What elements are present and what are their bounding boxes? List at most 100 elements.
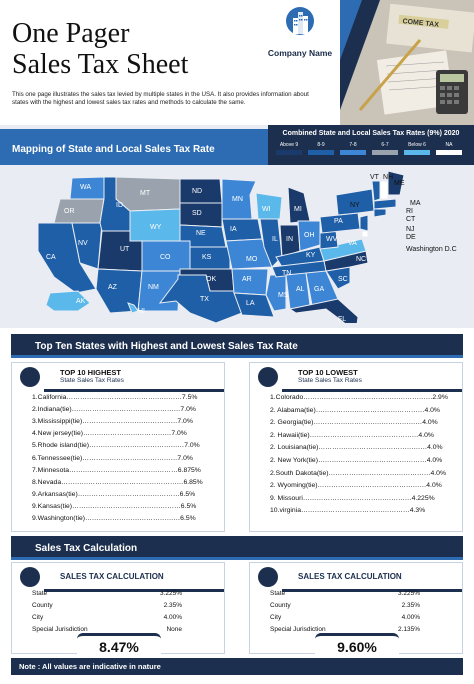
- map-label: OH: [304, 232, 315, 239]
- state-hi: [127, 302, 139, 314]
- map-label: CO: [160, 254, 171, 261]
- list-item: 2. Louisiana(tie)…………………………………………4.0%: [270, 444, 443, 452]
- map-label: IA: [230, 226, 237, 233]
- company-name: Company Name: [267, 48, 333, 58]
- state-mn: [221, 178, 257, 220]
- calc-card-right: SALES TAX CALCULATION State 3.225% County 2…: [249, 562, 463, 657]
- legend-label: NA: [445, 142, 453, 148]
- lowest-title: TOP 10 LOWEST: [298, 368, 358, 377]
- map-label: NH: [383, 174, 393, 181]
- calc-card-head: SALES TAX CALCULATION: [12, 563, 224, 593]
- page-title: One Pager Sales Tax Sheet: [12, 18, 188, 80]
- list-item: 2.South Dakota(tie)………………………………………4.0%: [270, 469, 447, 477]
- buildings-icon: [286, 7, 314, 35]
- calc-row: State 3.225%: [32, 590, 182, 597]
- calculator-icon: [258, 567, 278, 587]
- map-label: WY: [150, 224, 162, 231]
- legend-item: Below 6: [404, 142, 430, 155]
- map-label: SD: [192, 210, 202, 217]
- legend-item: Above 9: [276, 142, 302, 155]
- calc-row-value: 4.00%: [163, 614, 182, 621]
- header: One Pager Sales Tax Sheet This one page …: [0, 0, 474, 125]
- map-label: NE: [196, 230, 206, 237]
- calc-row: County 2.35%: [270, 602, 420, 609]
- list-item: 2. Wyoming(tie)…………………………………………4.0%: [270, 482, 442, 490]
- calc-row-value: 3.225%: [397, 590, 420, 597]
- state-ak: [45, 290, 91, 312]
- highest-title: TOP 10 HIGHEST: [60, 368, 121, 377]
- map-label: MT: [140, 190, 151, 197]
- map-label: HI: [138, 308, 145, 315]
- map-label: AR: [242, 276, 252, 283]
- calc-section-bar: Sales Tax Calculation: [11, 536, 463, 560]
- calc-row: City 4.00%: [270, 614, 420, 621]
- calc-row-label: County: [32, 602, 53, 609]
- map-label: DE: [406, 234, 416, 241]
- map-label: NM: [148, 284, 159, 291]
- calc-row-label: State: [32, 590, 48, 597]
- map-section-title: Mapping of State and Local Sales Tax Rat…: [12, 144, 215, 155]
- calc-row-value: 3.225%: [159, 590, 182, 597]
- state-de: [361, 230, 369, 238]
- map-label: NJ: [406, 226, 415, 233]
- legend-swatch: [404, 150, 430, 155]
- map-section: Mapping of State and Local Sales Tax Rat…: [0, 125, 474, 328]
- map-label: UT: [120, 246, 130, 253]
- state-vt: [371, 180, 381, 202]
- state-me: [387, 171, 405, 196]
- state-mi: [287, 186, 311, 224]
- map-label: OK: [206, 276, 216, 283]
- result-tab: [315, 633, 399, 657]
- list-item: 2. Georgia(tie)…………………………………………4.0%: [270, 419, 438, 427]
- state-tx: [158, 274, 243, 323]
- card-head-line: [44, 589, 224, 592]
- tag-icon: [20, 367, 40, 387]
- map-label: FL: [338, 316, 346, 323]
- legend-swatch: [436, 150, 462, 155]
- calc-left-title: SALES TAX CALCULATION: [60, 572, 164, 581]
- map-label: SC: [338, 276, 348, 283]
- legend-label: Below 6: [408, 142, 426, 148]
- map-label: CA: [46, 254, 56, 261]
- result-tab: [77, 633, 161, 657]
- legend-swatch: [276, 150, 302, 155]
- highest-card: TOP 10 HIGHEST State Sales Tax Rates 1.C…: [11, 362, 225, 532]
- svg-text:COME TAX: COME TAX: [402, 18, 439, 29]
- calc-section-title: Sales Tax Calculation: [35, 543, 138, 554]
- state-nj: [359, 214, 369, 232]
- legend-label: 6-7: [381, 142, 389, 148]
- lowest-card: TOP 10 LOWEST State Sales Tax Rates 1.Co…: [249, 362, 463, 532]
- list-item: 9. Missouri…………………………………………4.225%: [270, 494, 435, 502]
- top-ten-title: Top Ten States with Highest and Lowest S…: [35, 341, 298, 352]
- calc-row-value: 4.00%: [401, 614, 420, 621]
- map-label: AZ: [108, 284, 118, 291]
- list-item: 2.Indiana(tie)…………………………………………7.0%: [32, 406, 196, 414]
- list-item: 9.Arkansas(tie)………………………………………6.5%: [32, 490, 196, 498]
- map-label: TN: [282, 270, 291, 277]
- map-label: WA: [80, 184, 91, 191]
- calc-row-label: City: [270, 614, 282, 621]
- legend-label: Above 9: [279, 142, 299, 148]
- map-label: MO: [246, 256, 258, 263]
- state-az: [95, 268, 143, 314]
- list-item: 7.Minnesota…………………………………………6.875%: [32, 466, 201, 474]
- card-head-line: [282, 589, 462, 592]
- legend-item: 6-7: [372, 142, 398, 155]
- card-head-line: [44, 389, 224, 392]
- map-label: NY: [350, 202, 360, 209]
- list-item: 2. Alabama(tie)…………………………………………4.0%: [270, 406, 440, 414]
- map-label: MN: [232, 196, 243, 203]
- card-head-line: [282, 389, 462, 392]
- map-label: WV: [326, 236, 338, 243]
- map-label: VT: [370, 174, 380, 181]
- calc-right-title: SALES TAX CALCULATION: [298, 572, 402, 581]
- state-or: [53, 198, 105, 224]
- map-label: AL: [296, 286, 305, 293]
- legend-swatch: [372, 150, 398, 155]
- map-label: IL: [272, 236, 278, 243]
- calc-row: City 4.00%: [32, 614, 182, 621]
- list-item: 9.Washington(tie)……………………………………6.5%: [32, 515, 196, 522]
- state-ct: [373, 208, 387, 218]
- map-label: LA: [246, 300, 255, 307]
